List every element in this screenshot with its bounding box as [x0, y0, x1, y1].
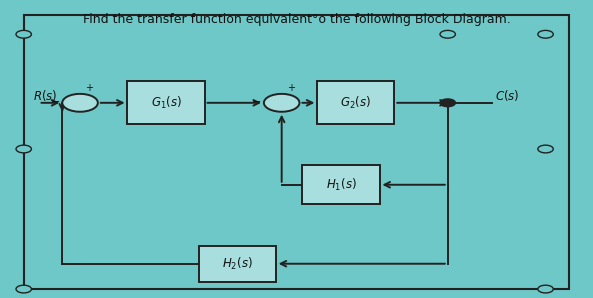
Circle shape — [440, 99, 455, 107]
Text: $R(s)$: $R(s)$ — [33, 88, 57, 103]
Text: −: − — [252, 97, 262, 107]
Circle shape — [538, 30, 553, 38]
Text: +: + — [286, 83, 295, 93]
Circle shape — [16, 30, 31, 38]
Circle shape — [538, 145, 553, 153]
Text: $C(s)$: $C(s)$ — [495, 88, 519, 103]
Text: $G_1(s)$: $G_1(s)$ — [151, 95, 181, 111]
Circle shape — [16, 285, 31, 293]
Text: $G_2(s)$: $G_2(s)$ — [340, 95, 371, 111]
Circle shape — [538, 285, 553, 293]
Text: $H_2(s)$: $H_2(s)$ — [222, 256, 253, 272]
Text: −: − — [50, 97, 60, 107]
Text: +: + — [85, 83, 93, 93]
Text: $H_1(s)$: $H_1(s)$ — [326, 177, 356, 193]
Text: Find the transfer function equivalent°o the following Block Diagram.: Find the transfer function equivalent°o … — [82, 13, 511, 27]
Bar — [127, 81, 205, 125]
Circle shape — [264, 94, 299, 112]
Circle shape — [440, 30, 455, 38]
Circle shape — [16, 145, 31, 153]
Bar — [317, 81, 394, 125]
Circle shape — [62, 94, 98, 112]
Bar — [199, 246, 276, 282]
Bar — [302, 165, 380, 204]
